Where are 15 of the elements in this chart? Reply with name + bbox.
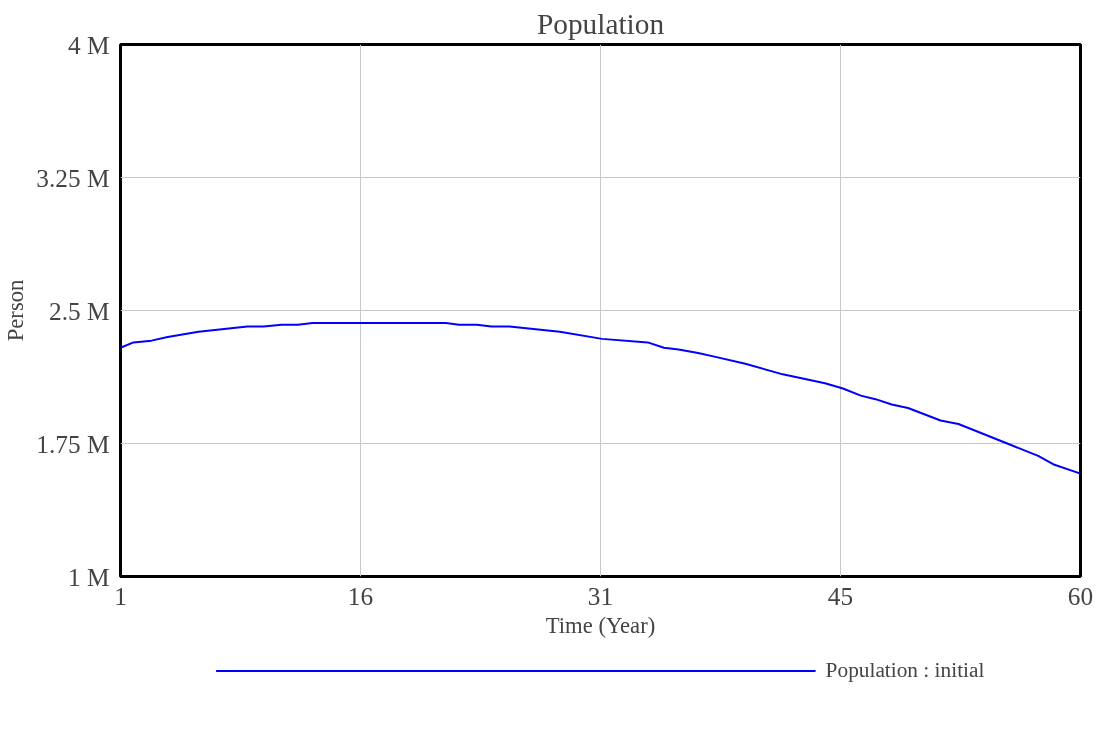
y-tick-label: 4 M (67, 30, 110, 59)
text: Population : initial (825, 657, 985, 683)
x-tick-label: 16 (347, 581, 374, 610)
x-tick-label: 45 (827, 581, 854, 610)
x-axis-title: Time (Year) (545, 612, 656, 638)
chart-title: Population (536, 7, 665, 40)
y-tick-label: 2.5 M (48, 296, 110, 325)
x-tick-label: 31 (587, 581, 614, 610)
y-tick-label: 1.75 M (36, 429, 110, 458)
x-tick-label: 1 (114, 581, 127, 610)
line-series (120, 321, 1081, 475)
y-tick-label: 3.25 M (36, 163, 110, 192)
y-axis-title: Person (3, 279, 29, 342)
y-tick-label: 1 M (67, 562, 110, 591)
x-tick-label: 60 (1067, 581, 1094, 610)
